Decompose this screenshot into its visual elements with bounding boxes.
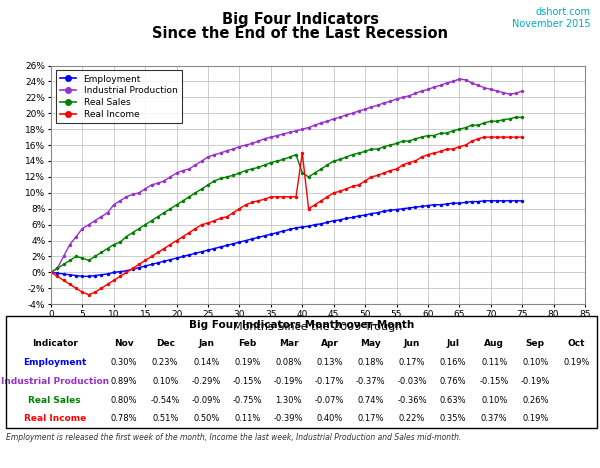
Text: Aug: Aug (484, 339, 504, 349)
Text: 0.74%: 0.74% (358, 395, 384, 405)
Text: -0.15%: -0.15% (479, 377, 509, 386)
Text: Apr: Apr (321, 339, 338, 349)
Text: 0.22%: 0.22% (399, 414, 425, 424)
Text: Jan: Jan (199, 339, 214, 349)
Text: -0.17%: -0.17% (315, 377, 344, 386)
Text: 1.30%: 1.30% (275, 395, 302, 405)
Text: 0.17%: 0.17% (398, 358, 425, 367)
Text: 0.26%: 0.26% (522, 395, 548, 405)
Text: -0.19%: -0.19% (521, 377, 550, 386)
Text: -0.19%: -0.19% (274, 377, 303, 386)
Text: -0.54%: -0.54% (151, 395, 180, 405)
Text: -0.29%: -0.29% (191, 377, 221, 386)
X-axis label: Months Since the 2009 Trough: Months Since the 2009 Trough (233, 322, 403, 331)
Text: Nov: Nov (114, 339, 134, 349)
Text: 0.10%: 0.10% (481, 395, 508, 405)
Text: 0.11%: 0.11% (234, 414, 260, 424)
Text: 0.10%: 0.10% (152, 377, 178, 386)
Text: Big Four Indicators Month-over-Month: Big Four Indicators Month-over-Month (189, 320, 414, 330)
Text: Jul: Jul (446, 339, 460, 349)
Text: Since the End of the Last Recession: Since the End of the Last Recession (152, 26, 448, 41)
Text: Feb: Feb (238, 339, 257, 349)
Text: -0.37%: -0.37% (356, 377, 386, 386)
Text: 0.51%: 0.51% (152, 414, 178, 424)
Text: Employment is released the first week of the month, Income the last week, Indust: Employment is released the first week of… (6, 433, 461, 442)
Text: 0.13%: 0.13% (316, 358, 343, 367)
Text: 0.50%: 0.50% (193, 414, 220, 424)
Text: Employment: Employment (23, 358, 86, 367)
Text: November 2015: November 2015 (512, 19, 591, 29)
Text: Industrial Production: Industrial Production (1, 377, 109, 386)
Text: 0.18%: 0.18% (358, 358, 384, 367)
Text: 0.40%: 0.40% (317, 414, 343, 424)
Text: 0.08%: 0.08% (275, 358, 302, 367)
Text: Mar: Mar (279, 339, 298, 349)
Text: Jun: Jun (404, 339, 420, 349)
Text: dshort.com: dshort.com (536, 7, 591, 17)
Text: 0.76%: 0.76% (440, 377, 466, 386)
Text: May: May (361, 339, 381, 349)
Text: Real Sales: Real Sales (28, 395, 81, 405)
Text: Sep: Sep (526, 339, 545, 349)
Text: 0.19%: 0.19% (234, 358, 260, 367)
Text: 0.89%: 0.89% (111, 377, 137, 386)
Text: 0.78%: 0.78% (111, 414, 137, 424)
Text: Big Four Indicators: Big Four Indicators (221, 12, 379, 27)
Text: -0.07%: -0.07% (315, 395, 344, 405)
Text: 0.63%: 0.63% (440, 395, 466, 405)
Text: -0.03%: -0.03% (397, 377, 427, 386)
Text: 0.16%: 0.16% (440, 358, 466, 367)
Text: -0.75%: -0.75% (233, 395, 262, 405)
Text: Dec: Dec (156, 339, 175, 349)
Text: 0.17%: 0.17% (358, 414, 384, 424)
Text: 0.23%: 0.23% (152, 358, 178, 367)
Text: 0.11%: 0.11% (481, 358, 508, 367)
Text: 0.19%: 0.19% (522, 414, 548, 424)
Text: Oct: Oct (568, 339, 585, 349)
Text: 0.35%: 0.35% (440, 414, 466, 424)
Text: Indicator: Indicator (32, 339, 77, 349)
Text: Real Income: Real Income (23, 414, 86, 424)
Text: 0.30%: 0.30% (111, 358, 137, 367)
Text: 0.19%: 0.19% (563, 358, 590, 367)
Text: -0.39%: -0.39% (274, 414, 304, 424)
Text: -0.15%: -0.15% (233, 377, 262, 386)
Text: 0.14%: 0.14% (193, 358, 220, 367)
Legend: Employment, Industrial Production, Real Sales, Real Income: Employment, Industrial Production, Real … (56, 70, 182, 123)
Text: -0.36%: -0.36% (397, 395, 427, 405)
Text: -0.09%: -0.09% (191, 395, 221, 405)
Text: 0.10%: 0.10% (522, 358, 548, 367)
Text: 0.80%: 0.80% (111, 395, 137, 405)
Text: 0.37%: 0.37% (481, 414, 508, 424)
